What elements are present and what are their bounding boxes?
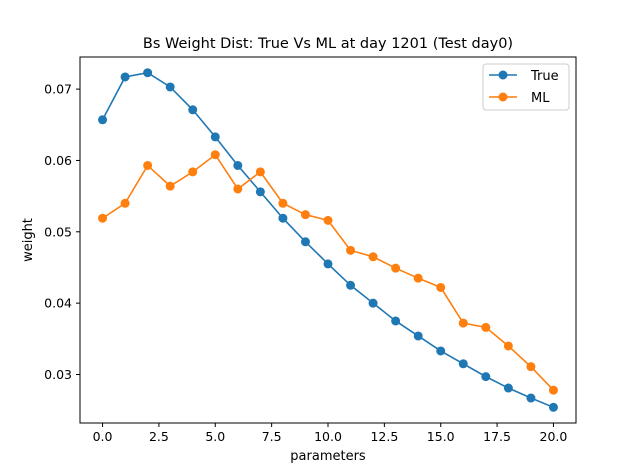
x-tick-label: 7.5 xyxy=(262,429,282,444)
y-tick-label: 0.03 xyxy=(44,367,72,382)
series-layer xyxy=(98,68,558,412)
data-point-true xyxy=(526,393,536,403)
data-point-ml xyxy=(481,322,491,332)
data-point-true xyxy=(278,213,288,223)
x-tick-label: 10.0 xyxy=(314,429,342,444)
legend-label-ml: ML xyxy=(531,91,550,106)
plot-frame xyxy=(79,56,577,424)
x-axis-ticks: 0.0 2.5 5.0 7.5 10.0 12.5 15.0 17.5 20.0 xyxy=(93,423,568,444)
data-point-true xyxy=(436,346,446,356)
data-point-true xyxy=(368,298,378,308)
x-tick-label: 0.0 xyxy=(93,429,113,444)
legend-marker-ml xyxy=(498,92,508,102)
legend-label-true: True xyxy=(530,69,559,84)
data-point-ml xyxy=(346,245,356,255)
y-tick-label: 0.05 xyxy=(44,224,72,239)
legend: True ML xyxy=(482,63,570,111)
x-axis-label: parameters xyxy=(290,449,366,464)
data-point-ml xyxy=(548,385,558,395)
data-point-ml xyxy=(391,263,401,273)
y-axis-label: weight xyxy=(21,218,36,262)
data-point-true xyxy=(503,383,513,393)
x-tick-label: 17.5 xyxy=(483,429,511,444)
data-point-ml xyxy=(300,210,310,220)
data-point-true xyxy=(255,187,265,197)
data-point-true xyxy=(120,72,130,82)
x-tick-label: 12.5 xyxy=(370,429,398,444)
data-point-ml xyxy=(526,362,536,372)
chart-title: Bs Weight Dist: True Vs ML at day 1201 (… xyxy=(143,36,513,52)
legend-marker-true xyxy=(498,70,508,80)
data-point-true xyxy=(233,160,243,170)
data-point-ml xyxy=(323,215,333,225)
data-point-true xyxy=(210,132,220,142)
x-tick-label: 15.0 xyxy=(427,429,455,444)
data-point-true xyxy=(165,82,175,92)
data-point-ml xyxy=(413,273,423,283)
x-tick-label: 20.0 xyxy=(540,429,568,444)
data-point-true xyxy=(98,115,108,125)
data-point-true xyxy=(548,402,558,412)
data-point-true xyxy=(300,237,310,247)
y-tick-label: 0.04 xyxy=(44,296,72,311)
data-point-ml xyxy=(458,318,468,328)
data-point-ml xyxy=(143,160,153,170)
y-tick-label: 0.07 xyxy=(44,82,72,97)
data-point-true xyxy=(346,280,356,290)
data-point-ml xyxy=(255,167,265,177)
data-point-ml xyxy=(120,198,130,208)
data-point-true xyxy=(458,359,468,369)
y-tick-label: 0.06 xyxy=(44,153,72,168)
data-point-ml xyxy=(210,150,220,160)
data-point-ml xyxy=(233,184,243,194)
data-point-true xyxy=(323,259,333,269)
data-point-true xyxy=(481,372,491,382)
data-point-true xyxy=(391,316,401,326)
y-axis-ticks: 0.03 0.04 0.05 0.06 0.07 xyxy=(44,82,80,382)
data-point-true xyxy=(143,68,153,78)
data-point-ml xyxy=(98,213,108,223)
data-point-ml xyxy=(278,198,288,208)
data-point-ml xyxy=(368,252,378,262)
data-point-ml xyxy=(188,167,198,177)
data-point-ml xyxy=(436,282,446,292)
x-tick-label: 2.5 xyxy=(149,429,169,444)
data-point-ml xyxy=(165,181,175,191)
x-tick-label: 5.0 xyxy=(205,429,225,444)
data-point-true xyxy=(188,105,198,115)
data-point-ml xyxy=(503,341,513,351)
data-point-true xyxy=(413,331,423,341)
